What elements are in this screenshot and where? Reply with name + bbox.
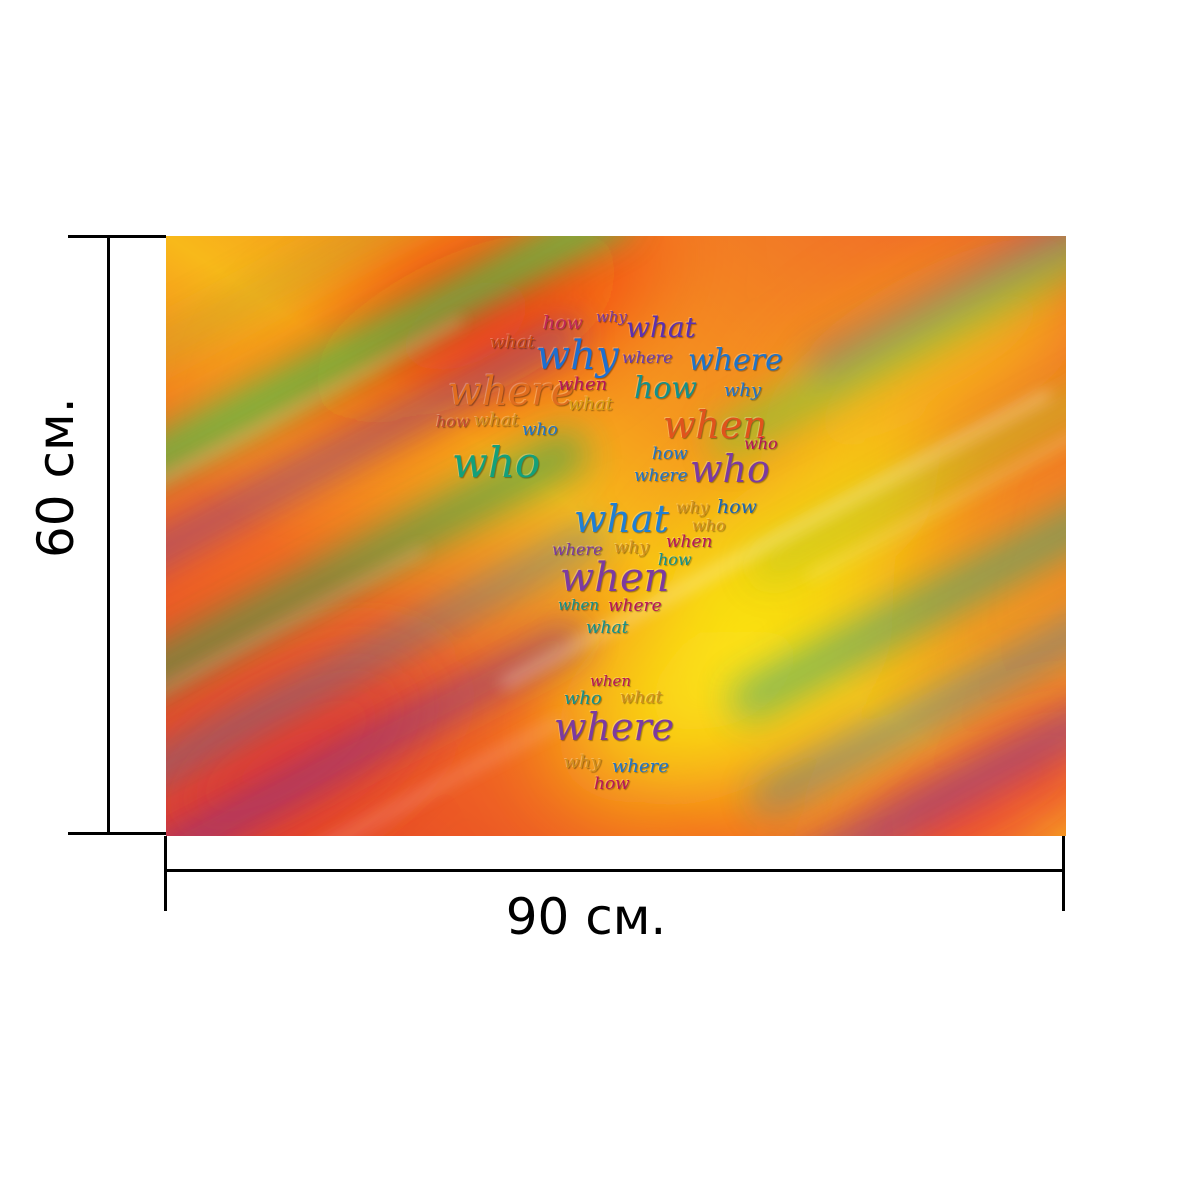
height-label: 60 см. xyxy=(27,397,85,558)
word-cloud-word: how xyxy=(594,774,630,794)
word-cloud-word: what xyxy=(474,410,519,431)
height-dimension-line xyxy=(107,236,110,834)
word-cloud-word: who xyxy=(522,420,558,440)
rainbow-blur-background xyxy=(166,236,1066,836)
word-cloud-word: what xyxy=(568,394,613,415)
word-cloud-word: who xyxy=(744,434,778,453)
word-cloud-word: when xyxy=(666,532,713,552)
word-cloud-word: what xyxy=(490,332,535,353)
word-cloud-word: how xyxy=(634,371,698,406)
word-cloud-word: where xyxy=(554,705,675,749)
word-cloud-word: where xyxy=(688,343,783,378)
word-cloud-word: why xyxy=(564,752,602,773)
word-cloud-word: when xyxy=(558,374,608,395)
word-cloud-word: what xyxy=(586,618,629,638)
word-cloud-word: how xyxy=(543,312,583,334)
word-cloud-word: who xyxy=(692,516,726,535)
artwork-image: what how why what why where where where … xyxy=(166,236,1066,836)
word-cloud-word: where xyxy=(622,348,673,367)
word-cloud-word: who xyxy=(690,447,770,491)
word-cloud-word: when xyxy=(560,555,670,601)
word-cloud-word: what xyxy=(626,311,696,344)
word-cloud-word: what xyxy=(620,688,663,708)
word-cloud-word: what xyxy=(574,497,669,541)
word-cloud-word: when xyxy=(663,403,767,447)
height-bottom-tick xyxy=(68,832,166,835)
word-cloud-word: where xyxy=(608,596,662,616)
word-cloud-word: why xyxy=(596,308,627,326)
width-label: 90 см. xyxy=(505,888,667,946)
word-cloud-word: when xyxy=(558,596,600,614)
height-top-tick xyxy=(68,235,166,238)
width-dimension-line xyxy=(166,869,1064,872)
width-left-tick xyxy=(164,836,167,911)
width-right-tick xyxy=(1062,836,1065,911)
word-cloud-word: why xyxy=(724,380,762,401)
word-cloud-word: how xyxy=(717,496,757,518)
word-cloud-word: where xyxy=(448,369,575,415)
word-cloud-word: where xyxy=(612,756,669,777)
word-cloud-word: who xyxy=(452,438,541,487)
word-cloud-word: who xyxy=(564,688,602,709)
word-cloud-word: how xyxy=(652,444,688,464)
word-cloud-word: why xyxy=(536,333,619,379)
word-cloud-word: where xyxy=(552,540,603,559)
word-cloud-word: why xyxy=(614,538,650,558)
word-cloud-word: when xyxy=(590,672,632,690)
word-cloud-word: how xyxy=(436,412,470,431)
word-cloud-word: how xyxy=(658,550,692,569)
word-cloud-word: why xyxy=(676,498,710,517)
word-cloud-word: where xyxy=(634,466,688,486)
